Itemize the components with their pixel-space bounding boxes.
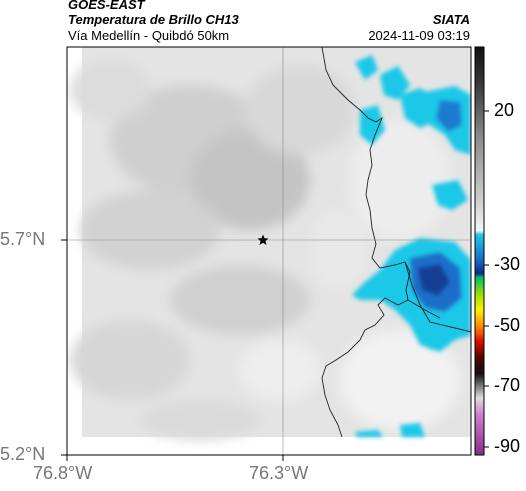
lat-tick-label: 5.2°N (0, 444, 46, 464)
timestamp: 2024-11-09 03:19 (368, 28, 470, 43)
lon-tick-label: 76.3°W (249, 463, 309, 483)
lat-tick-label: 5.7°N (0, 229, 46, 249)
region-label: Vía Medellín - Quibdó 50km (68, 28, 230, 43)
colorbar-label: -90 (494, 436, 521, 456)
satellite-name: GOES-EAST (68, 0, 145, 12)
lon-tick-label: 76.8°W (33, 463, 93, 483)
star-icon (257, 234, 269, 245)
colorbar-label: -50 (494, 315, 521, 335)
colorbar (474, 46, 489, 456)
organization-name: SIATA (432, 12, 470, 27)
coastline (321, 47, 471, 438)
brightness-temperature-field (67, 47, 471, 455)
product-title: Temperatura de Brillo CH13 (68, 12, 239, 27)
colorbar-label: -70 (494, 375, 521, 395)
map-border (66, 46, 472, 456)
colorbar-label: -30 (494, 254, 521, 274)
colorbar-label: 20 (494, 100, 515, 120)
